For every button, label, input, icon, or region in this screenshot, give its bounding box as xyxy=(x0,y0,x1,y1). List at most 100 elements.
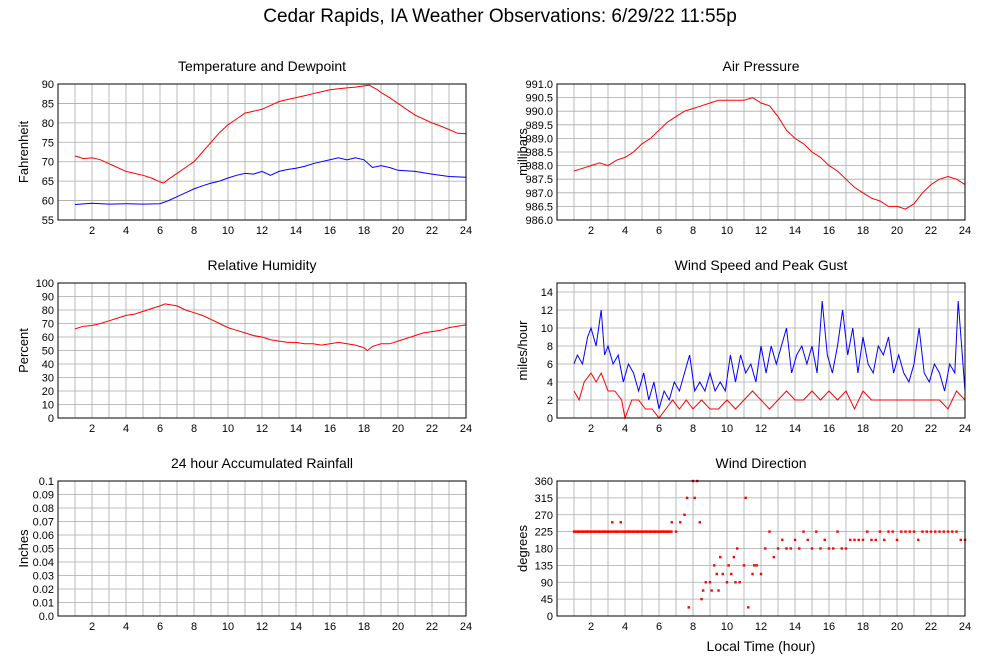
scatter-point xyxy=(815,530,818,533)
scatter-point xyxy=(844,547,848,550)
scatter-point xyxy=(832,547,835,550)
y-tick-label: 0.03 xyxy=(33,571,54,583)
scatter-point xyxy=(736,547,739,550)
x-tick-label: 8 xyxy=(690,621,696,633)
scatter-point xyxy=(891,530,894,533)
scatter-point xyxy=(912,530,916,533)
scatter-point xyxy=(781,538,784,542)
scatter-point xyxy=(861,538,865,542)
x-tick-label: 4 xyxy=(123,423,129,435)
scatter-point xyxy=(819,547,822,550)
x-tick-label: 24 xyxy=(460,423,472,435)
scatter-point xyxy=(904,530,907,533)
y-tick-label: 0.07 xyxy=(33,517,54,529)
y-axis-label: miles/hour xyxy=(515,320,530,381)
y-tick-label: 0.02 xyxy=(33,584,54,596)
y-tick-label: 989.5 xyxy=(525,120,553,132)
x-tick-label: 10 xyxy=(721,621,733,633)
series-line-0 xyxy=(573,97,966,210)
scatter-point xyxy=(727,564,730,567)
y-tick-label: 60 xyxy=(42,196,54,208)
scatter-point xyxy=(917,538,920,542)
x-tick-label: 14 xyxy=(789,423,801,435)
scatter-point xyxy=(883,538,886,542)
series-line-0 xyxy=(74,303,467,352)
x-tick-label: 20 xyxy=(891,423,903,435)
x-tick-label: 2 xyxy=(588,225,594,237)
plot-frame xyxy=(57,282,467,419)
scatter-point xyxy=(693,496,696,500)
scatter-point xyxy=(708,581,712,584)
chart-title: 24 hour Accumulated Rainfall xyxy=(171,455,353,471)
scatter-point xyxy=(747,606,750,609)
scatter-point xyxy=(772,555,775,559)
x-tick-label: 22 xyxy=(426,225,438,237)
plot-frame xyxy=(556,480,966,617)
chart-title: Relative Humidity xyxy=(208,257,317,273)
scatter-point xyxy=(959,538,962,542)
y-tick-label: 60 xyxy=(42,332,54,344)
y-tick-label: 0.1 xyxy=(39,476,54,488)
scatter-point xyxy=(776,547,780,550)
scatter-point xyxy=(704,581,707,584)
y-tick-label: 225 xyxy=(535,527,553,539)
series-line-1 xyxy=(573,371,966,420)
y-tick-label: 6 xyxy=(547,359,553,371)
y-tick-label: 989.0 xyxy=(525,133,553,145)
y-tick-label: 80 xyxy=(42,118,54,130)
x-tick-label: 4 xyxy=(123,621,129,633)
y-tick-label: 12 xyxy=(541,305,553,317)
x-tick-label: 10 xyxy=(222,225,234,237)
y-tick-label: 270 xyxy=(535,510,553,522)
scatter-point xyxy=(698,521,701,524)
scatter-point xyxy=(866,530,869,533)
x-tick-label: 4 xyxy=(622,423,628,435)
x-tick-label: 16 xyxy=(823,621,835,633)
scatter-point xyxy=(674,530,678,533)
series-line-1 xyxy=(74,157,467,205)
x-tick-label: 14 xyxy=(290,423,302,435)
scatter-point xyxy=(934,530,937,533)
x-tick-label: 18 xyxy=(358,225,370,237)
scatter-point xyxy=(921,530,924,533)
scatter-point xyxy=(802,530,805,533)
y-tick-label: 990.5 xyxy=(525,93,553,105)
x-tick-label: 16 xyxy=(324,225,336,237)
x-tick-label: 4 xyxy=(622,225,628,237)
scatter-point xyxy=(806,538,809,542)
y-tick-label: 988.0 xyxy=(525,161,553,173)
y-tick-label: 4 xyxy=(547,377,553,389)
series-line-0 xyxy=(573,300,966,410)
main-title: Cedar Rapids, IA Weather Observations: 6… xyxy=(263,6,737,27)
y-tick-label: 360 xyxy=(535,476,553,488)
y-tick-label: 30 xyxy=(42,373,54,385)
y-tick-label: 987.0 xyxy=(525,188,553,200)
chart-panel-4: 0.00.01 0.020.03 0.040.05 0.060.07 0.080.09 0… xyxy=(16,455,472,633)
scatter-point xyxy=(951,530,954,533)
x-tick-label: 4 xyxy=(622,621,628,633)
scatter-point xyxy=(751,572,754,576)
scatter-point xyxy=(725,581,729,584)
x-tick-label: 6 xyxy=(656,225,662,237)
plot-frame xyxy=(556,83,966,221)
x-tick-label: 12 xyxy=(755,621,767,633)
scatter-point xyxy=(717,589,720,592)
x-tick-label: 20 xyxy=(891,621,903,633)
x-tick-label: 6 xyxy=(157,225,163,237)
x-tick-label: 2 xyxy=(89,225,95,237)
y-tick-label: 988.5 xyxy=(525,147,553,159)
x-tick-label: 6 xyxy=(157,621,163,633)
x-tick-label: 2 xyxy=(89,621,95,633)
x-tick-label: 22 xyxy=(426,423,438,435)
scatter-point xyxy=(955,530,958,533)
y-tick-label: 0 xyxy=(547,413,553,425)
x-tick-label: 8 xyxy=(191,225,197,237)
x-tick-label: 16 xyxy=(823,423,835,435)
scatter-point xyxy=(810,547,814,550)
scatter-point xyxy=(719,555,722,559)
x-tick-label: 6 xyxy=(656,423,662,435)
y-tick-label: 100 xyxy=(36,278,54,290)
